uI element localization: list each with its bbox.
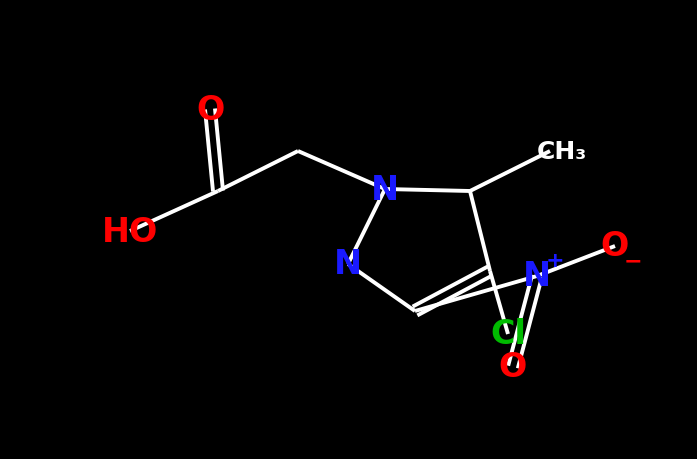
Text: N: N <box>371 173 399 206</box>
Text: CH₃: CH₃ <box>537 140 587 164</box>
Text: O: O <box>196 93 224 126</box>
Text: Cl: Cl <box>490 318 526 351</box>
Text: −: − <box>624 251 643 270</box>
Text: N: N <box>334 248 362 281</box>
Text: O: O <box>499 351 527 384</box>
Text: HO: HO <box>102 215 158 248</box>
Text: O: O <box>601 230 629 263</box>
Text: +: + <box>546 251 565 270</box>
Text: N: N <box>523 260 551 293</box>
